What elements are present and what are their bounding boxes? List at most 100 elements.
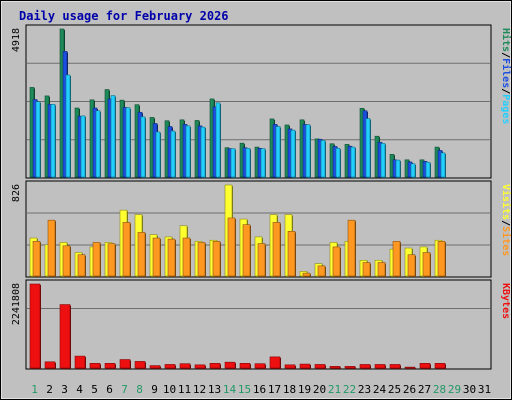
x-tick-label-day-29: 29 (448, 383, 461, 396)
panel-kbytes-axis-title: KBytes (500, 283, 511, 319)
bar-sites-day-23 (362, 262, 371, 277)
bar-sites-day-27 (422, 252, 431, 277)
series-sites (32, 217, 446, 277)
bar-pages-day-21 (335, 148, 341, 178)
axis-title-part: / (500, 52, 511, 58)
bar-sites-day-19 (302, 272, 311, 277)
x-tick-label-day-20: 20 (313, 383, 326, 396)
panel-hits-ymax-label: 4918 (11, 28, 22, 52)
x-tick-label-day-10: 10 (163, 383, 176, 396)
bar-sites-day-2 (47, 219, 56, 277)
bar-pages-day-10 (170, 130, 176, 178)
panel-hits-axis-title: Hits/Files/Pages (500, 28, 512, 124)
bar-kbytes-day-10 (164, 364, 176, 369)
bar-sites-day-13 (212, 241, 221, 277)
bar-sites-day-25 (392, 241, 401, 277)
bar-kbytes-day-14 (224, 361, 236, 369)
x-tick-label-day-16: 16 (253, 383, 266, 396)
x-tick-label-day-28: 28 (433, 383, 446, 396)
bar-pages-day-11 (185, 125, 191, 178)
bar-sites-day-8 (137, 232, 146, 277)
bar-kbytes-day-8 (134, 361, 146, 369)
bar-sites-day-3 (62, 245, 71, 277)
bar-sites-day-4 (77, 254, 86, 277)
axis-title-part: Visits (500, 184, 512, 220)
bar-sites-day-12 (197, 242, 206, 277)
bar-pages-day-20 (320, 140, 326, 178)
bar-sites-day-26 (407, 254, 416, 277)
bar-sites-day-11 (182, 237, 191, 277)
bar-pages-day-2 (50, 104, 56, 178)
bar-pages-day-26 (410, 163, 416, 178)
x-axis-labels: 1 2 3 4 5 6 7 8 9 10 11 12 13 14 15 16 17 18 19 20 21 22 23 24 2… (31, 383, 491, 396)
bar-sites-day-7 (122, 222, 131, 277)
panel-visits-ymax-label: 826 (11, 184, 22, 202)
bar-kbytes-day-12 (194, 364, 206, 369)
bar-pages-day-3 (65, 74, 71, 178)
bar-pages-day-22 (350, 146, 356, 178)
x-tick-label-day-30: 30 (463, 383, 476, 396)
bar-sites-day-16 (257, 243, 266, 277)
x-tick-label-day-24: 24 (373, 383, 387, 396)
x-tick-label-day-1: 1 (31, 383, 38, 396)
x-tick-label-day-7: 7 (121, 383, 128, 396)
bar-pages-day-4 (80, 115, 86, 178)
bar-kbytes-day-27 (419, 363, 431, 369)
panel-kbytes: 2241808 KBytes (11, 279, 511, 370)
bar-kbytes-day-3 (59, 304, 71, 369)
x-tick-label-day-4: 4 (76, 383, 83, 396)
panel-kbytes-frame (25, 279, 492, 370)
x-tick-label-day-13: 13 (208, 383, 221, 396)
bar-sites-day-28 (437, 241, 446, 277)
bar-pages-day-23 (365, 118, 371, 178)
bar-kbytes-day-9 (149, 365, 161, 369)
bar-kbytes-day-2 (44, 361, 56, 369)
bar-sites-day-1 (32, 241, 41, 277)
bar-kbytes-day-26 (404, 366, 416, 369)
panel-visits-axis-title: Visits/Sites (500, 184, 512, 256)
chart-title: Daily usage for February 2026 (19, 9, 229, 23)
bar-pages-day-28 (440, 152, 446, 178)
bar-pages-day-14 (230, 148, 236, 178)
x-tick-label-day-22: 22 (343, 383, 356, 396)
bar-pages-day-19 (305, 124, 311, 178)
panel-hits: 4918 Hits/Files/Pages (11, 24, 512, 179)
axis-title-part: Hits (500, 28, 512, 52)
x-tick-label-day-9: 9 (151, 383, 158, 396)
x-tick-label-day-3: 3 (61, 383, 68, 396)
bar-kbytes-day-25 (389, 364, 401, 369)
bar-kbytes-day-6 (104, 363, 116, 369)
bar-pages-day-5 (95, 110, 101, 178)
bar-kbytes-day-4 (74, 355, 86, 369)
bar-sites-day-21 (332, 246, 341, 277)
axis-title-part: / (500, 88, 511, 94)
series-kbytes (29, 283, 446, 369)
panel-visits: 826 Visits/Sites (11, 180, 512, 278)
bar-pages-day-9 (155, 131, 161, 178)
x-tick-label-day-5: 5 (91, 383, 98, 396)
x-tick-label-day-23: 23 (358, 383, 371, 396)
axis-title-part: Files (500, 58, 512, 88)
bar-pages-day-18 (290, 129, 296, 178)
x-tick-label-day-17: 17 (268, 383, 281, 396)
bar-sites-day-24 (377, 262, 386, 277)
bar-sites-day-18 (287, 231, 296, 277)
bar-pages-day-1 (35, 101, 41, 178)
chart-panels: 4918 Hits/Files/Pages 826 Visits/Sites 22418… (11, 24, 512, 370)
bar-pages-day-24 (380, 143, 386, 178)
bar-kbytes-day-21 (329, 366, 341, 369)
x-tick-label-day-19: 19 (298, 383, 311, 396)
bar-kbytes-day-15 (239, 363, 251, 369)
panel-kbytes-ymax-label: 2241808 (11, 283, 22, 325)
bar-sites-day-10 (167, 238, 176, 277)
x-tick-label-day-18: 18 (283, 383, 296, 396)
bar-pages-day-6 (110, 95, 116, 178)
bar-kbytes-day-17 (269, 356, 281, 369)
bar-kbytes-day-18 (284, 364, 296, 369)
x-tick-label-day-8: 8 (136, 383, 143, 396)
x-tick-label-day-14: 14 (223, 383, 237, 396)
bar-sites-day-20 (317, 265, 326, 277)
bar-pages-day-12 (200, 126, 206, 178)
bar-sites-day-17 (272, 222, 281, 277)
